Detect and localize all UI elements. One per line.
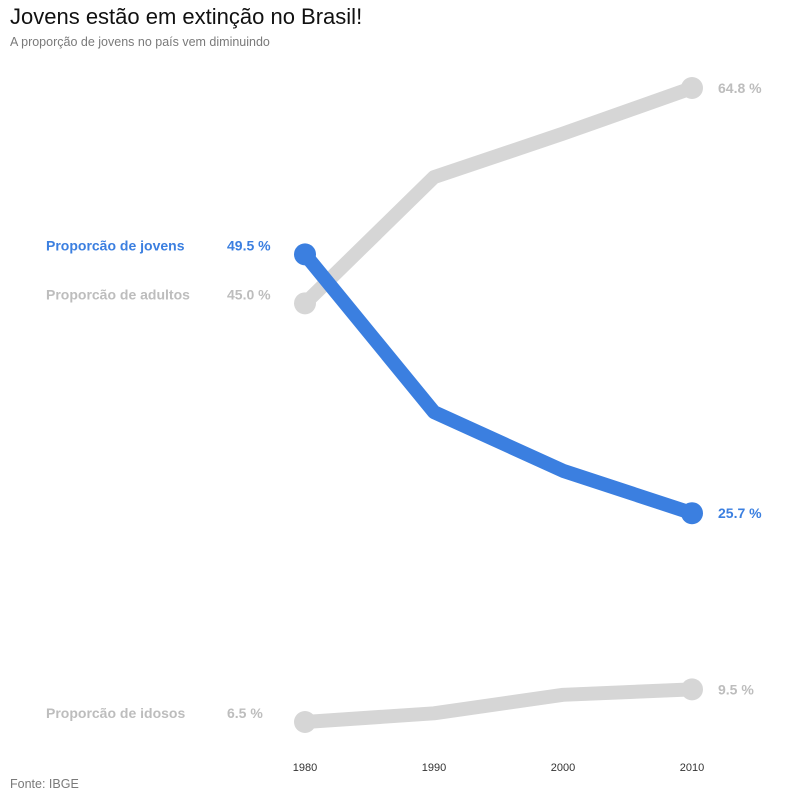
series-name-label: Proporcão de idosos: [46, 705, 185, 721]
series-end-value-label: 9.5 %: [718, 681, 754, 697]
x-tick-label: 2000: [551, 762, 575, 774]
source-caption: Fonte: IBGE: [10, 777, 79, 791]
series-line: [298, 247, 699, 521]
series-point: [294, 292, 316, 315]
series-line: [298, 81, 699, 311]
x-tick-label: 2010: [680, 762, 704, 774]
series-point: [681, 502, 703, 525]
series-point: [681, 77, 703, 99]
series-name-label: Proporcão de jovens: [46, 237, 185, 253]
series-line: [298, 682, 699, 729]
series-end-value-label: 64.8 %: [718, 80, 762, 96]
series-start-value-label: 6.5 %: [227, 705, 263, 721]
series-name-label: Proporcão de adultos: [46, 286, 190, 302]
chart-subtitle: A proporção de jovens no país vem diminu…: [10, 35, 270, 49]
x-tick-label: 1980: [293, 762, 317, 774]
series-point: [294, 243, 316, 266]
series-point: [681, 678, 703, 701]
x-tick-label: 1990: [422, 762, 446, 774]
chart-title: Jovens estão em extinção no Brasil!: [10, 4, 363, 29]
series-point: [294, 711, 316, 733]
series-start-value-label: 49.5 %: [227, 237, 271, 253]
series-start-value-label: 45.0 %: [227, 286, 271, 302]
series-end-value-label: 25.7 %: [718, 505, 762, 521]
